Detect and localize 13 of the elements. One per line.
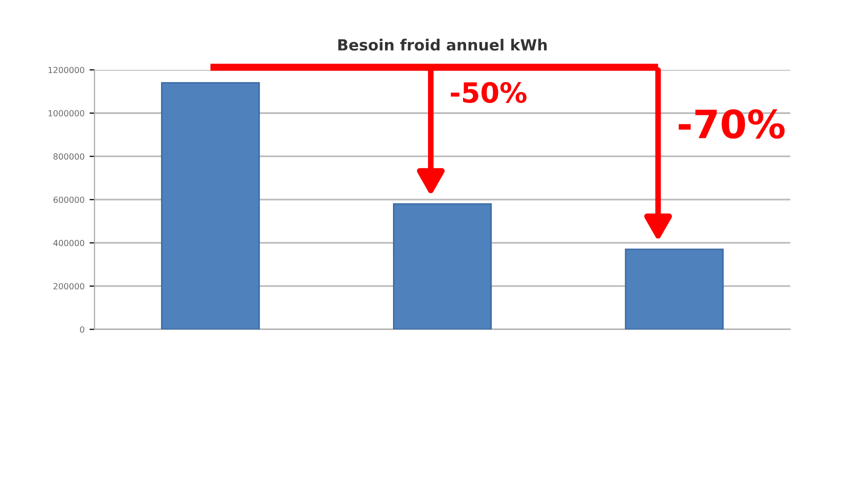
bar: [392, 203, 492, 330]
y-tick-label: 200000: [54, 283, 84, 290]
annotation: -50%: [450, 82, 526, 104]
y-tick-label: 400000: [53, 240, 84, 246]
y-tick-label: 1000000: [48, 110, 84, 116]
y-tick-label: 0: [80, 326, 84, 333]
bar: [624, 248, 724, 330]
annotation: -70%: [678, 109, 785, 139]
chart-title: Besoin froid annuel kWh: [338, 38, 547, 51]
bar: [161, 82, 260, 330]
y-tick-label: 600000: [54, 196, 84, 203]
y-tick-label: 800000: [54, 153, 84, 160]
y-tick-label: 1200000: [48, 66, 84, 74]
